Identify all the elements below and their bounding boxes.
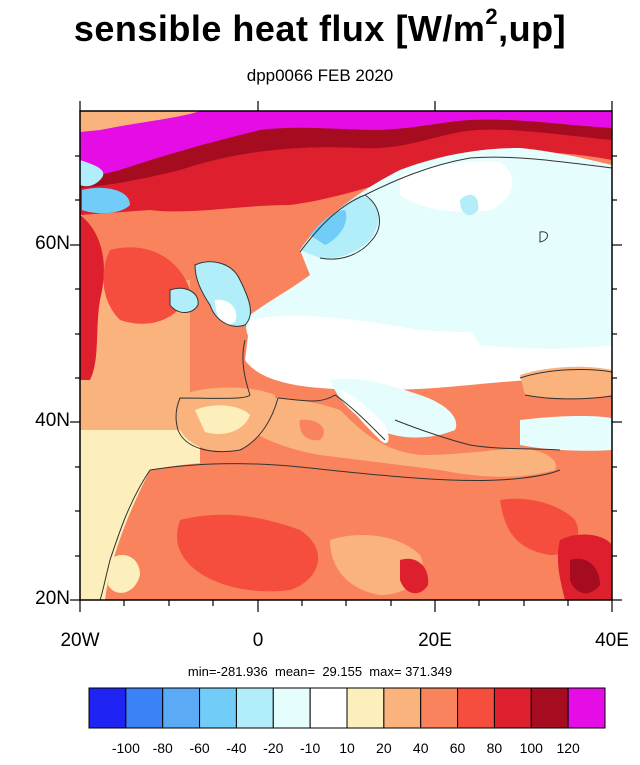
colorbar bbox=[88, 687, 606, 729]
colorbar-label: 100 bbox=[519, 740, 543, 756]
colorbar-swatch bbox=[125, 687, 164, 729]
colorbar-swatch bbox=[493, 687, 532, 729]
colorbar-swatch bbox=[346, 687, 385, 729]
colorbar-swatch bbox=[457, 687, 495, 729]
colorbar-swatch bbox=[272, 687, 311, 729]
colorbar-label: 60 bbox=[449, 740, 466, 756]
colorbar-label: -20 bbox=[263, 740, 284, 756]
lat-label-40n: 40N bbox=[35, 410, 70, 431]
colorbar-swatch bbox=[530, 687, 569, 729]
colorbar-swatch bbox=[420, 687, 459, 729]
colorbar-swatch bbox=[199, 687, 237, 729]
colorbar-swatch bbox=[383, 687, 422, 729]
lon-label-40e: 40E bbox=[595, 630, 629, 651]
lat-label-20n: 20N bbox=[35, 588, 70, 609]
colorbar-label: -100 bbox=[111, 740, 140, 756]
lon-label-20w: 20W bbox=[60, 630, 100, 651]
stats-line: min=-281.936 mean= 29.155 max= 371.349 bbox=[187, 664, 453, 679]
colorbar-label: 20 bbox=[376, 740, 392, 756]
lon-label-0: 0 bbox=[252, 630, 264, 651]
colorbar-label: -80 bbox=[152, 740, 173, 756]
colorbar-label: -60 bbox=[189, 740, 210, 756]
map-subtitle: dpp0066 FEB 2020 bbox=[246, 66, 394, 85]
colorbar-swatch bbox=[235, 687, 274, 729]
lon-label-20e: 20E bbox=[418, 630, 452, 651]
colorbar-swatch bbox=[567, 687, 606, 729]
axis-ticks bbox=[70, 101, 622, 612]
lat-label-60n: 60N bbox=[35, 233, 70, 254]
colorbar-swatch bbox=[88, 687, 127, 729]
colorbar-label: 120 bbox=[556, 740, 580, 756]
colorbar-label: -40 bbox=[226, 740, 247, 756]
colorbar-label: 40 bbox=[412, 740, 429, 756]
colorbar-label: 10 bbox=[339, 740, 355, 756]
map-title: sensible heat flux [W/m2,up] bbox=[73, 4, 567, 49]
colorbar-swatch bbox=[162, 687, 201, 729]
colorbar-label: 80 bbox=[486, 740, 503, 756]
colorbar-label: -10 bbox=[300, 740, 321, 756]
colorbar-swatch bbox=[309, 687, 348, 729]
